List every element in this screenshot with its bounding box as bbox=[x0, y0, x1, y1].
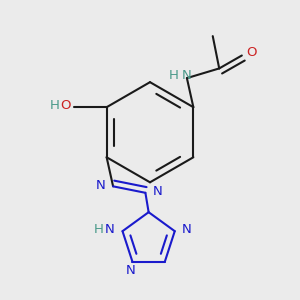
Text: N: N bbox=[182, 224, 192, 236]
Text: O: O bbox=[246, 46, 257, 59]
Text: N: N bbox=[126, 264, 136, 278]
Text: H: H bbox=[93, 224, 103, 236]
Text: N: N bbox=[182, 69, 192, 82]
Text: H: H bbox=[50, 99, 59, 112]
Text: O: O bbox=[60, 99, 70, 112]
Text: N: N bbox=[105, 224, 115, 236]
Text: H: H bbox=[168, 69, 178, 82]
Text: N: N bbox=[95, 178, 105, 192]
Text: N: N bbox=[153, 185, 163, 198]
